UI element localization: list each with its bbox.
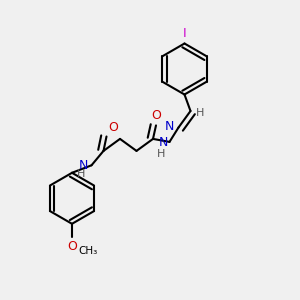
Text: N: N	[165, 119, 174, 133]
Text: N: N	[159, 136, 168, 149]
Text: N: N	[79, 159, 88, 172]
Text: H: H	[157, 149, 166, 159]
Text: O: O	[151, 110, 161, 122]
Text: H: H	[77, 169, 85, 179]
Text: O: O	[67, 240, 77, 253]
Text: I: I	[183, 27, 186, 40]
Text: O: O	[108, 121, 118, 134]
Text: H: H	[196, 108, 204, 118]
Text: CH₃: CH₃	[78, 246, 97, 256]
